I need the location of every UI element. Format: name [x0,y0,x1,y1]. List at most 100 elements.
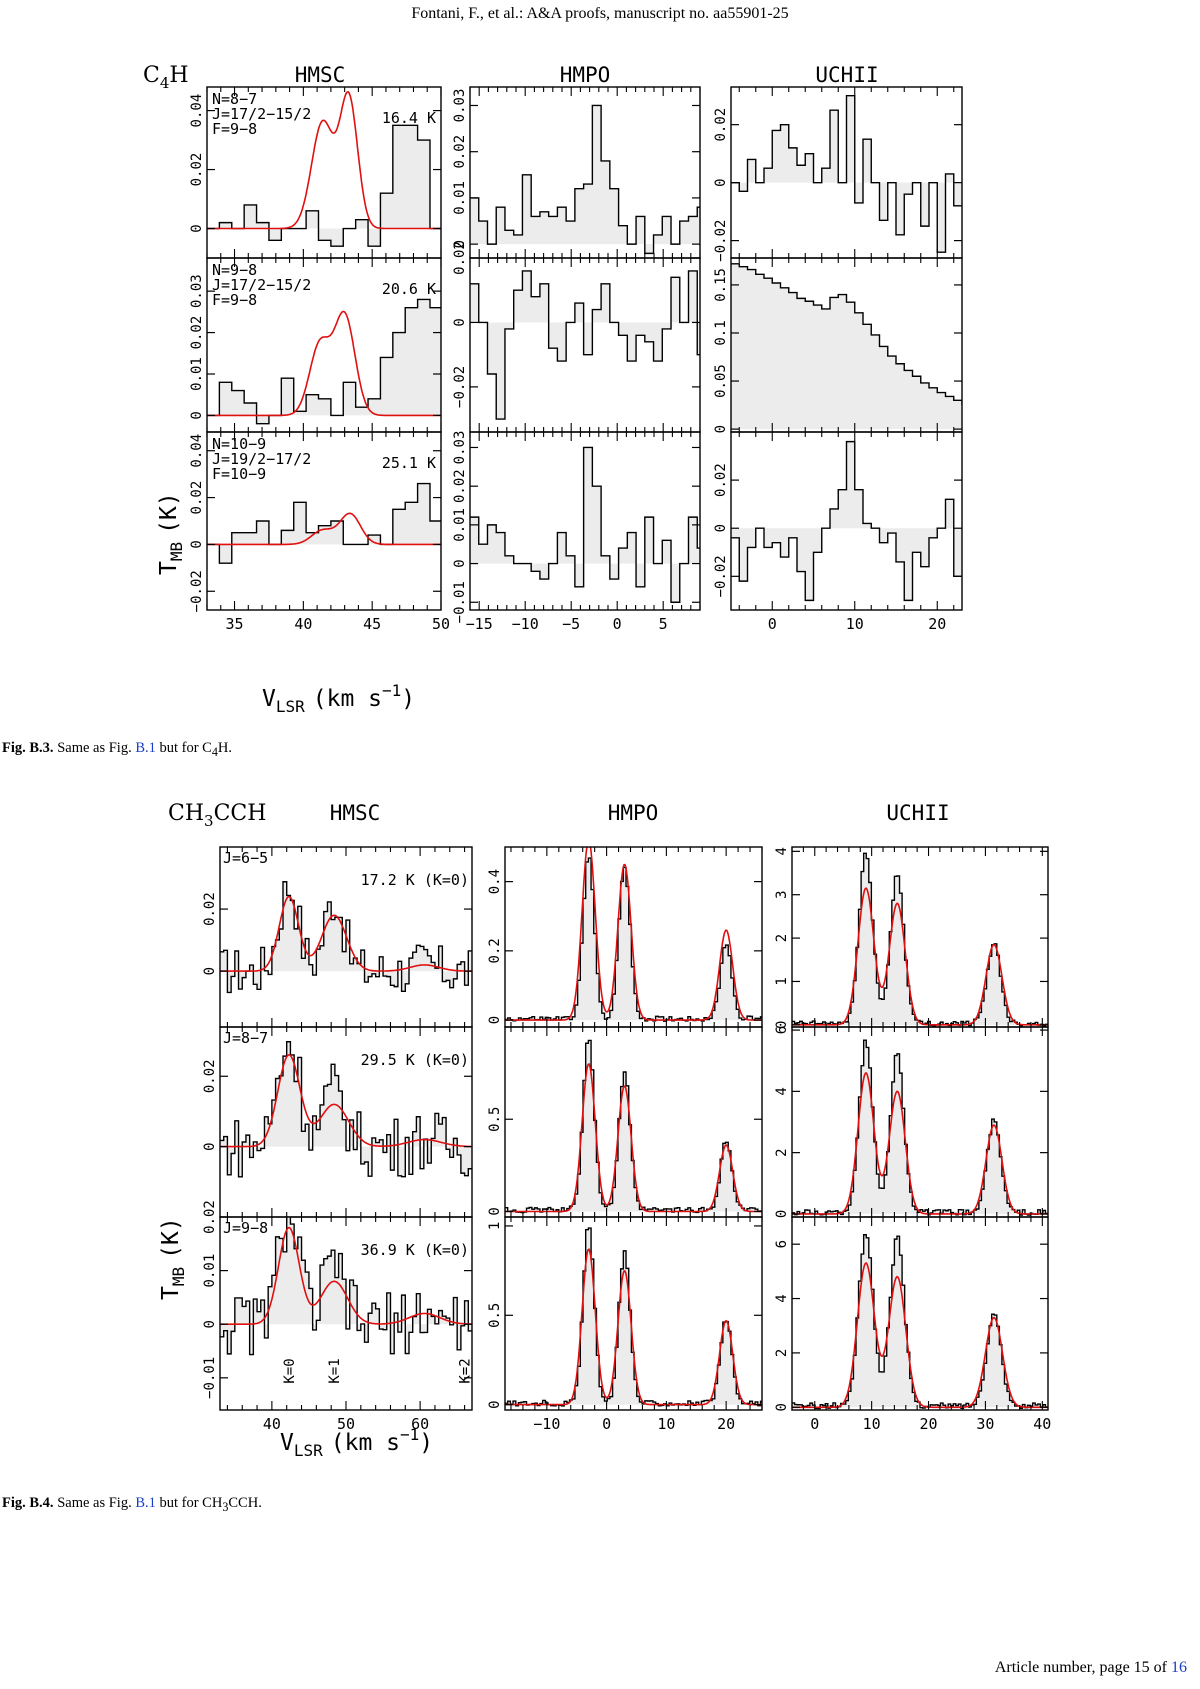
x-tick-label: 20 [717,1415,735,1433]
panel-frame [504,1216,763,1411]
x-tick-label: 40 [294,615,312,633]
y-tick-label: 0 [452,559,468,567]
x-tick-label: 0 [810,1415,819,1433]
y-tick-label: 0.01 [452,508,468,542]
fit-curve [220,1053,472,1148]
x-tick-label: 10 [657,1415,675,1433]
y-tick-label: −0.02 [452,366,468,408]
y-tick-label: 0 [202,1320,218,1328]
x-tick-label: 45 [363,615,381,633]
y-tick-label: 2 [774,1148,790,1156]
x-tick-label: 0 [768,615,777,633]
spectrum-fill [731,441,962,601]
y-tick-label: 6 [774,1240,790,1248]
y-tick-label: −0.02 [713,220,729,262]
spectrum-panel: 0 2 4 6 [774,1026,1049,1218]
panel-plot-area [792,1234,1048,1410]
spectrum-panel: 0 0.5 1 −10 0 10 20 [487,1216,763,1433]
y-tick-label: 2 [774,934,790,942]
panel-frame [791,1026,1049,1218]
panel-frame [791,1216,1049,1411]
y-tick-label: 0.02 [452,469,468,503]
fit-curve [220,1226,472,1325]
panel-plot-area [731,94,962,253]
y-tick-label: 0.03 [452,431,468,465]
y-tick-label: 0.05 [713,364,729,398]
transition-label: J=8−7 [223,1029,268,1047]
transition-label: N=9−8J=17/2−15/2F=9−8 [212,261,311,309]
y-tick-label: 0.04 [189,94,205,128]
y-tick-label: 0 [713,524,729,532]
y-tick-label: 4 [774,1294,790,1302]
y-tick-label: −0.02 [713,555,729,597]
fit-curve [792,1072,1048,1215]
page-footer: Article number, page 15 of 16 [994,1659,1187,1676]
y-tick-label: 0.03 [189,274,205,308]
x-axis-title: VLSR (km s−1) [280,1425,433,1460]
x-tick-label: 50 [432,615,450,633]
transition-label: J=9−8 [223,1219,268,1237]
figure-ref-link[interactable]: B.1 [135,1495,156,1511]
spectrum-fill [731,263,962,430]
y-tick-label: 0.1 [713,320,729,345]
x-tick-label: 40 [263,1415,281,1433]
panel-frame [469,431,701,611]
x-tick-label: 0 [602,1415,611,1433]
spectrum-fill [207,299,441,424]
k-component-label: K=2 [458,1358,474,1383]
transition-label: J=6−5 [223,849,268,867]
upper-level-energy: 25.1 K [382,454,436,472]
column-title: UCHII [815,63,878,87]
fit-curve [220,895,472,972]
spectrum-line [505,857,762,1022]
panel-plot-area [470,270,700,420]
molecule-label: C4H [143,63,189,92]
spectrum-line [470,270,700,420]
spectrum-line [470,104,700,255]
panel-plot-area [207,91,441,247]
y-axis-title: TMB(K) [156,492,186,575]
spectrum-panel: 00.5 [487,1026,763,1218]
panel-plot-area [470,446,700,603]
y-tick-label: 0.02 [452,241,468,275]
spectrum-panel: 0 0.01 0.02 0.03 [452,86,701,259]
panel-plot-area [207,298,441,425]
spectrum-fill [470,270,700,420]
upper-level-energy: 29.5 K (K=0) [361,1051,469,1069]
spectrum-fill [207,483,441,564]
spectrum-panel: −0.02 0 0.02 0.04 35 40 45 50 [189,431,450,633]
fit-curve [207,310,441,417]
page-count-link[interactable]: 16 [1171,1659,1187,1676]
x-tick-label: 5 [659,615,668,633]
fit-curve [505,1062,762,1213]
y-tick-label: 0.03 [452,89,468,123]
y-tick-label: 0.02 [713,463,729,497]
y-tick-label: 0 [189,411,205,419]
transition-line: J=17/2−15/2 [212,276,311,294]
x-tick-label: 60 [411,1415,429,1433]
figure-ref-link[interactable]: B.1 [135,740,156,756]
panel-plot-area [220,1041,472,1178]
panel-plot-area [220,1217,472,1356]
transition-line: F=9−8 [212,291,257,309]
transition-label: N=10−9J=19/2−17/2F=10−9 [212,435,311,483]
spectrum-panel: 0 0.05 0.1 0.15 [713,257,963,433]
panel-plot-area [220,881,472,994]
panel-plot-area [505,847,762,1022]
figure-b3-c4h: C4H HMSC HMPO UCHII TMB(K) VLSR (km s−1) … [143,63,963,716]
k-component-label: K=0 [282,1358,298,1383]
y-tick-label: 0.2 [487,938,503,963]
y-tick-label: 4 [774,847,790,855]
spectrum-panel: 0 0.02 0.04 [189,86,442,259]
fit-curve [207,91,441,230]
y-tick-label: 0 [189,224,205,232]
spectrum-panel: −0.01 0 0.01 0.02 0.03 −15 −10 −5 0 5 [452,431,701,633]
y-tick-label: 0 [487,1207,503,1215]
spectrum-fill [470,447,700,603]
spectrum-fill [470,105,700,254]
y-tick-label: −0.01 [452,581,468,623]
y-tick-label: 1 [774,977,790,985]
y-tick-label: 0.15 [713,268,729,302]
